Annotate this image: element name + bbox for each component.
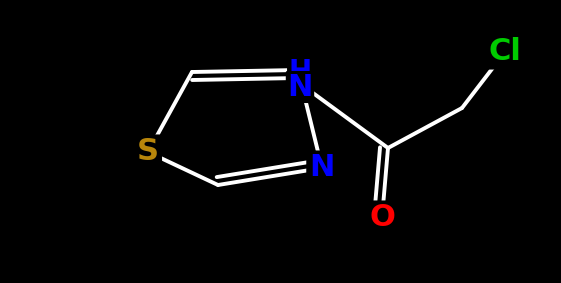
Text: N: N [287,72,312,102]
Text: S: S [137,138,159,166]
Text: O: O [369,203,395,233]
Text: Cl: Cl [489,38,521,67]
Text: H: H [288,58,311,86]
Text: N: N [309,153,335,183]
